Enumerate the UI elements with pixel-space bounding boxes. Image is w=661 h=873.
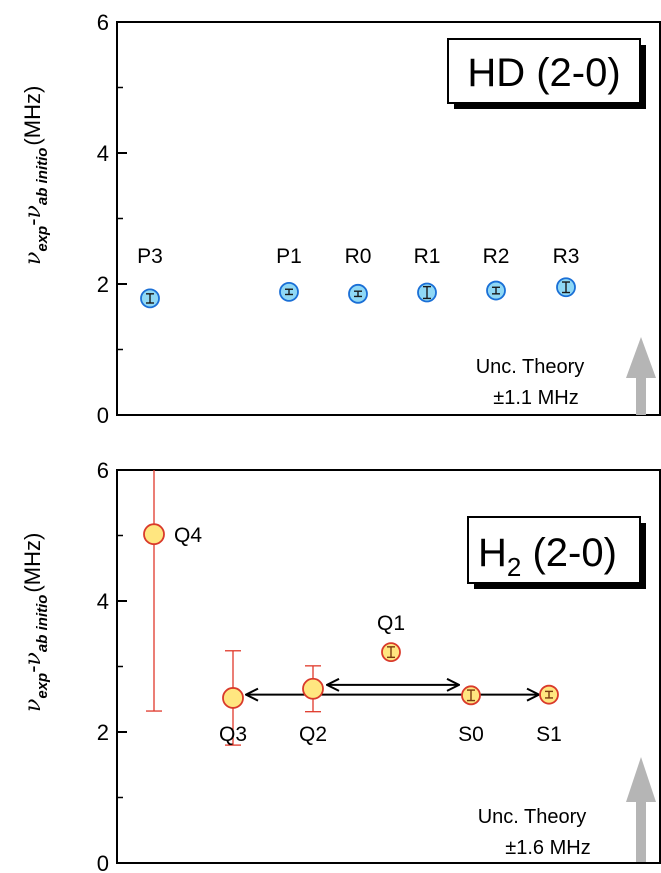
uncertainty-annotation: Unc. Theory ±1.6 MHz	[478, 757, 656, 862]
point-label: Q1	[377, 612, 405, 635]
data-point-q3: Q3	[219, 650, 247, 746]
y-tick-label: 4	[97, 589, 109, 614]
uncertainty-line1: Unc. Theory	[476, 356, 585, 378]
uncertainty-arrow-icon	[626, 337, 656, 415]
data-point-s0: S0	[458, 685, 484, 746]
y-tick-label: 0	[97, 851, 109, 873]
data-point-r2: R2	[483, 245, 510, 301]
point-label: Q4	[174, 524, 202, 547]
error-bar	[545, 690, 553, 699]
point-label: R2	[483, 245, 510, 268]
y-axis-label: νexp-νab initio(MHz)	[20, 533, 51, 712]
data-point-q1: Q1	[377, 612, 405, 662]
y-axis: 0 2 4 6	[97, 10, 127, 428]
data-marker	[143, 523, 165, 546]
data-point-r0: R0	[345, 245, 372, 304]
data-point-p1: P1	[276, 245, 302, 302]
y-tick-label: 2	[97, 272, 109, 297]
panel-title: HD (2-0)	[467, 51, 620, 95]
data-point-q2: Q2	[299, 665, 327, 746]
y-tick-label: 4	[97, 141, 109, 166]
panel-title: H2 (2-0)	[478, 531, 617, 582]
error-bar	[492, 286, 500, 295]
point-label: S1	[536, 723, 562, 746]
uncertainty-arrow-icon	[626, 757, 656, 862]
y-tick-label: 2	[97, 720, 109, 745]
point-label: Q3	[219, 723, 247, 746]
y-axis-label: νexp-νab initio(MHz)	[20, 86, 51, 265]
data-point-p3: P3	[137, 245, 163, 309]
y-tick-label: 6	[97, 10, 109, 35]
error-bar	[467, 689, 475, 702]
point-label: P1	[276, 245, 302, 268]
point-label: R1	[414, 245, 441, 268]
point-label: Q2	[299, 723, 327, 746]
error-bar	[354, 290, 362, 298]
uncertainty-line1: Unc. Theory	[478, 806, 587, 828]
data-marker	[302, 677, 324, 700]
point-label: R3	[553, 245, 580, 268]
y-tick-label: 6	[97, 458, 109, 483]
data-point-q4: Q4	[143, 470, 202, 712]
point-label: S0	[458, 723, 484, 746]
uncertainty-line2: ±1.6 MHz	[505, 837, 590, 859]
svg-text:νexp-νab initio(MHz): νexp-νab initio(MHz)	[20, 86, 51, 265]
data-point-s1: S1	[536, 684, 562, 746]
point-label: R0	[345, 245, 372, 268]
y-axis: 0 2 4 6	[97, 458, 127, 873]
data-points: Q4 Q3 Q2 Q1 S0 S1	[143, 470, 562, 746]
panel-title-box: H2 (2-0)	[467, 516, 646, 589]
error-bar	[562, 281, 570, 294]
svg-text:νexp-νab initio(MHz): νexp-νab initio(MHz)	[20, 533, 51, 712]
uncertainty-annotation: Unc. Theory ±1.1 MHz	[476, 337, 656, 415]
transition-links	[246, 685, 539, 695]
data-point-r3: R3	[553, 245, 580, 298]
error-bar	[285, 288, 293, 296]
data-points: P3 P1 R0 R1 R2 R3	[137, 245, 580, 309]
data-marker	[222, 687, 244, 709]
hd-panel: HD (2-0) νexp-νab initio(MHz) Unc. Theor…	[20, 10, 661, 428]
data-point-r1: R1	[414, 245, 441, 303]
error-bar	[423, 285, 431, 300]
uncertainty-line2: ±1.1 MHz	[493, 387, 578, 409]
error-bar	[387, 646, 395, 659]
y-tick-label: 0	[97, 403, 109, 428]
h2-panel: H2 (2-0) νexp-νab initio(MHz) Unc. Theor…	[20, 458, 661, 873]
point-label: P3	[137, 245, 163, 268]
error-bar	[146, 293, 154, 304]
panel-title-box: HD (2-0)	[447, 38, 646, 109]
